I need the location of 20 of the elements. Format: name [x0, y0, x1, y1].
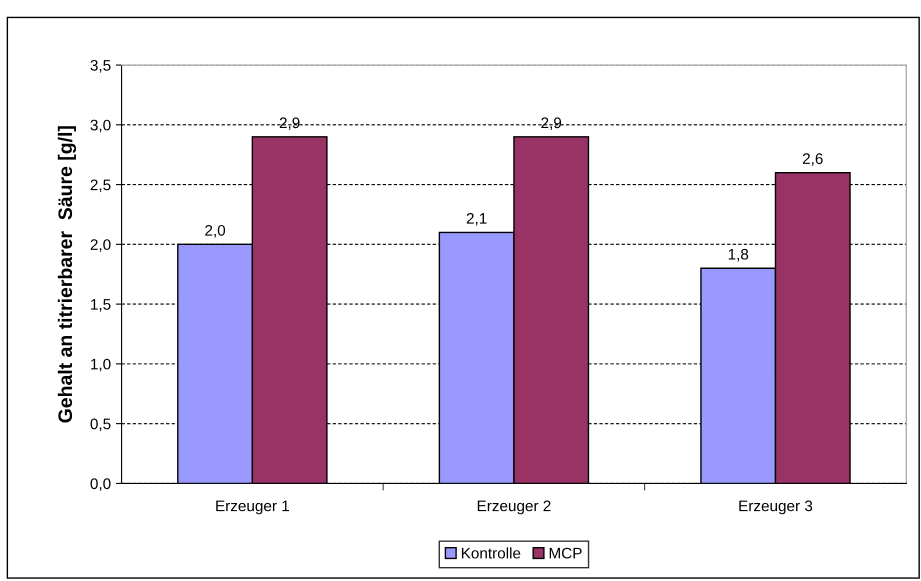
y-tick-label: 3,0: [90, 120, 111, 132]
data-label: 2,9: [541, 117, 562, 130]
legend-label: Kontrolle: [462, 547, 520, 559]
y-tick-label: 3,5: [90, 60, 111, 73]
data-label: 2,9: [280, 117, 300, 130]
legend-label: MCP: [550, 548, 582, 559]
data-label: 2,0: [205, 224, 226, 238]
y-tick-label: 0,0: [90, 478, 111, 491]
data-label: 2,1: [466, 213, 487, 226]
data-label: 1,8: [728, 248, 748, 262]
x-tick-label: Erzeuger 1: [216, 500, 289, 514]
y-tick-label: 2,5: [90, 179, 111, 192]
data-label: 2,6: [802, 153, 823, 166]
y-tick-label: 1,5: [91, 299, 111, 312]
y-tick-label: 0,5: [90, 418, 111, 432]
y-axis-title: Gehalt an titrierbarer Säure [g/l]: [58, 126, 76, 423]
y-tick-label: 1,0: [91, 358, 111, 372]
y-tick-label: 2,0: [90, 239, 111, 252]
x-tick-label: Erzeuger 3: [739, 500, 812, 514]
x-tick-label: Erzeuger 2: [478, 500, 551, 514]
